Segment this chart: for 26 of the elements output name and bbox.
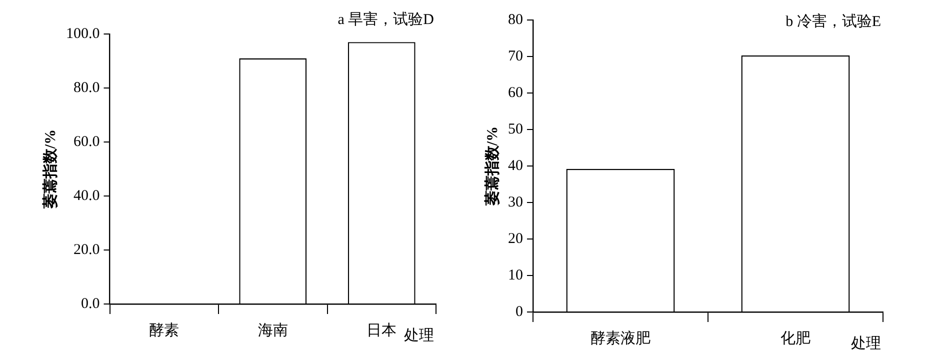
y-tick-label: 20.0 [74,242,100,258]
y-tick-label: 20 [508,230,523,247]
x-tick-label: 化肥 [780,330,810,347]
y-tick-label: 30 [508,194,523,210]
x-axis-title: 处理 [404,327,434,344]
y-tick-label: 100.0 [66,26,100,42]
y-tick-label: 40.0 [74,188,100,204]
x-tick-label: 海南 [258,322,288,339]
y-tick-label: 0 [516,304,523,320]
text: a 旱害，试验D [338,11,434,28]
x-tick-label: 日本 [366,322,397,339]
y-tick-label: 0.0 [81,296,100,312]
y-tick-label: 80.0 [74,80,100,96]
y-tick-label: 80 [508,12,523,28]
x-axis-title: 处理 [851,335,881,352]
y-tick-label: 10 [508,267,523,284]
y-axis-title: 萎蔫指数/% [42,129,59,210]
x-tick-label: 酵素 [149,322,180,339]
y-tick-label: 40 [508,158,523,174]
x-tick-label: 酵素液肥 [590,330,650,347]
y-tick-label: 70 [508,48,523,64]
y-tick-label: 50 [508,121,523,138]
y-tick-label: 60.0 [74,134,100,150]
y-tick-label: 60 [508,84,523,101]
y-axis-title: 萎蔫指数/% [484,126,501,207]
annotation: b 冷害，试验E [786,13,881,30]
